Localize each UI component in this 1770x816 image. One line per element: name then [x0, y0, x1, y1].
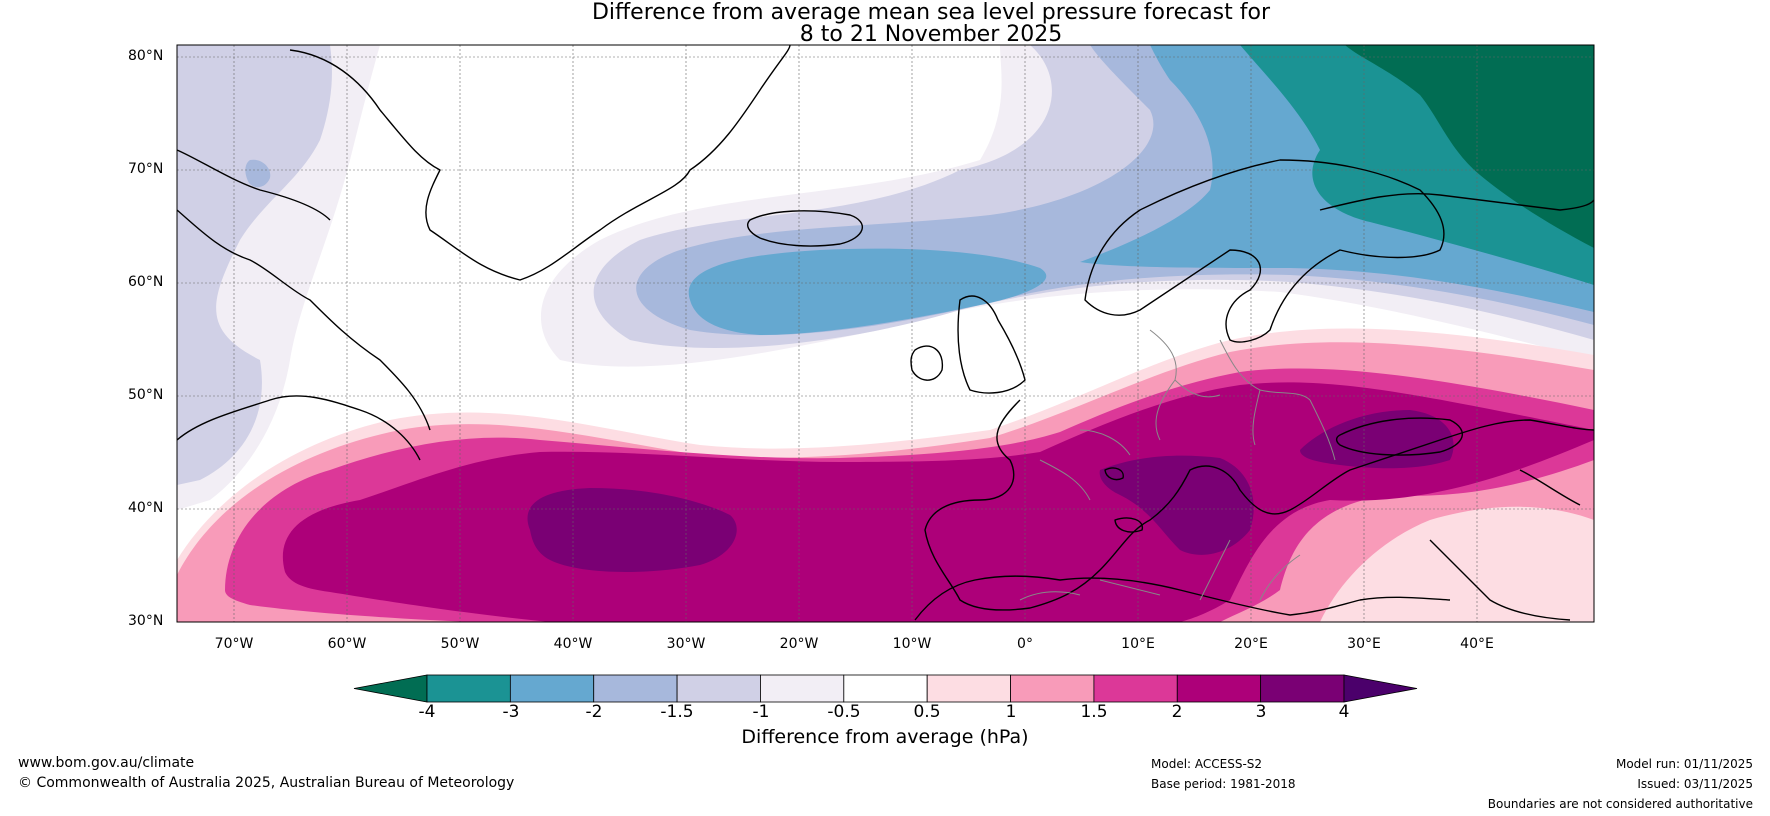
longitude-label-0: 0°	[1017, 636, 1033, 652]
longitude-label-30e: 30°E	[1347, 636, 1381, 652]
positive-anomaly-3-atlantic	[527, 488, 737, 572]
western-europe-coastline	[924, 399, 1594, 611]
british-isles-coastline	[910, 295, 1026, 394]
longitude-label-30w: 30°W	[666, 636, 706, 652]
model-run-date: Model run: 01/11/2025	[1615, 757, 1753, 771]
colorbar-tick: -0.5	[827, 702, 861, 722]
colorbar-extension-high	[1343, 674, 1418, 703]
colorbar-extension-low	[353, 674, 428, 703]
negative-anomaly-northwest-minus-1.5	[245, 159, 271, 188]
positive-anomaly-3-europe	[1099, 455, 1254, 555]
negative-anomaly-northwest-minus-1-b	[177, 350, 204, 465]
colorbar-tick: 1	[1005, 702, 1017, 722]
colorbar-segment	[1010, 674, 1095, 703]
colorbar-label: Difference from average (hPa)	[741, 726, 1029, 748]
longitude-label-60w: 60°W	[327, 636, 367, 652]
longitude-label-20w: 20°W	[779, 636, 819, 652]
latitude-label-60n: 60°N	[128, 274, 164, 290]
latitude-label-40n: 40°N	[128, 500, 164, 516]
colorbar-segment	[760, 674, 845, 703]
north-africa-coastline	[914, 575, 1451, 621]
colorbar-tick: 3	[1255, 702, 1267, 722]
positive-anomaly-3-blacksea	[1300, 410, 1454, 469]
longitude-label-10e: 10°E	[1121, 636, 1155, 652]
arctic-russia-coastline	[1319, 192, 1594, 211]
colorbar-segment	[1176, 674, 1262, 703]
latitude-label-30n: 30°N	[128, 613, 164, 629]
negative-anomaly-minus-4	[1345, 45, 1594, 248]
mediterranean-islands-coastline	[1104, 467, 1144, 533]
graticule	[177, 45, 1594, 622]
map-frame	[176, 44, 1595, 623]
longitude-label-50w: 50°W	[440, 636, 480, 652]
colorbar-tick: -3	[502, 702, 520, 722]
colorbar-segment	[1093, 674, 1178, 703]
colorbar-tick: -1	[752, 702, 770, 722]
colorbar-segment	[426, 674, 511, 703]
colorbar-segment	[509, 674, 595, 703]
iceland-coastline	[747, 210, 863, 247]
colorbar-segment	[676, 674, 761, 703]
colorbar-tick: -2	[585, 702, 603, 722]
map-title-line-2: 8 to 21 November 2025	[799, 22, 1063, 47]
longitude-label-20e: 20°E	[1234, 636, 1268, 652]
longitude-label-70w: 70°W	[214, 636, 254, 652]
colorbar-segment	[926, 674, 1011, 703]
latitude-label-80n: 80°N	[128, 48, 164, 64]
colorbar-tick: 4	[1338, 702, 1350, 722]
map-title-line-1: Difference from average mean sea level p…	[591, 0, 1271, 25]
negative-anomaly-northwest-minus-1	[177, 45, 332, 485]
colorbar-tick: 1.5	[1080, 702, 1108, 722]
copyright-notice: © Commonwealth of Australia 2025, Austra…	[18, 775, 515, 791]
colorbar-tick: -1.5	[660, 702, 694, 722]
colorbar-tick: -4	[418, 702, 436, 722]
negative-anomaly-minus-2-atlantic	[688, 248, 1047, 335]
latitude-label-50n: 50°N	[128, 387, 164, 403]
colorbar-segment	[1260, 674, 1345, 703]
model-name: Model: ACCESS-S2	[1151, 757, 1263, 771]
canadian-arctic-coastline	[177, 149, 431, 461]
middle-east-coastline	[1429, 469, 1581, 621]
longitude-label-40w: 40°W	[553, 636, 593, 652]
scandinavia-coastline	[1084, 159, 1445, 343]
country-borders	[1019, 329, 1336, 601]
longitude-label-40e: 40°E	[1460, 636, 1494, 652]
colorbar	[353, 674, 1418, 703]
longitude-label-10w: 10°W	[892, 636, 932, 652]
boundaries-disclaimer: Boundaries are not considered authoritat…	[1487, 797, 1753, 811]
colorbar-tick: 0.5	[913, 702, 941, 722]
colorbar-segment	[593, 674, 678, 703]
colorbar-segment	[843, 674, 928, 703]
colorbar-tick: 2	[1171, 702, 1183, 722]
website-link[interactable]: www.bom.gov.au/climate	[18, 755, 195, 771]
pressure-anomaly-field	[177, 45, 1594, 622]
base-period: Base period: 1981-2018	[1151, 777, 1296, 791]
greenland-coastline	[289, 45, 791, 281]
issued-date: Issued: 03/11/2025	[1637, 777, 1753, 791]
black-sea-coastline	[1335, 417, 1463, 456]
latitude-label-70n: 70°N	[128, 161, 164, 177]
